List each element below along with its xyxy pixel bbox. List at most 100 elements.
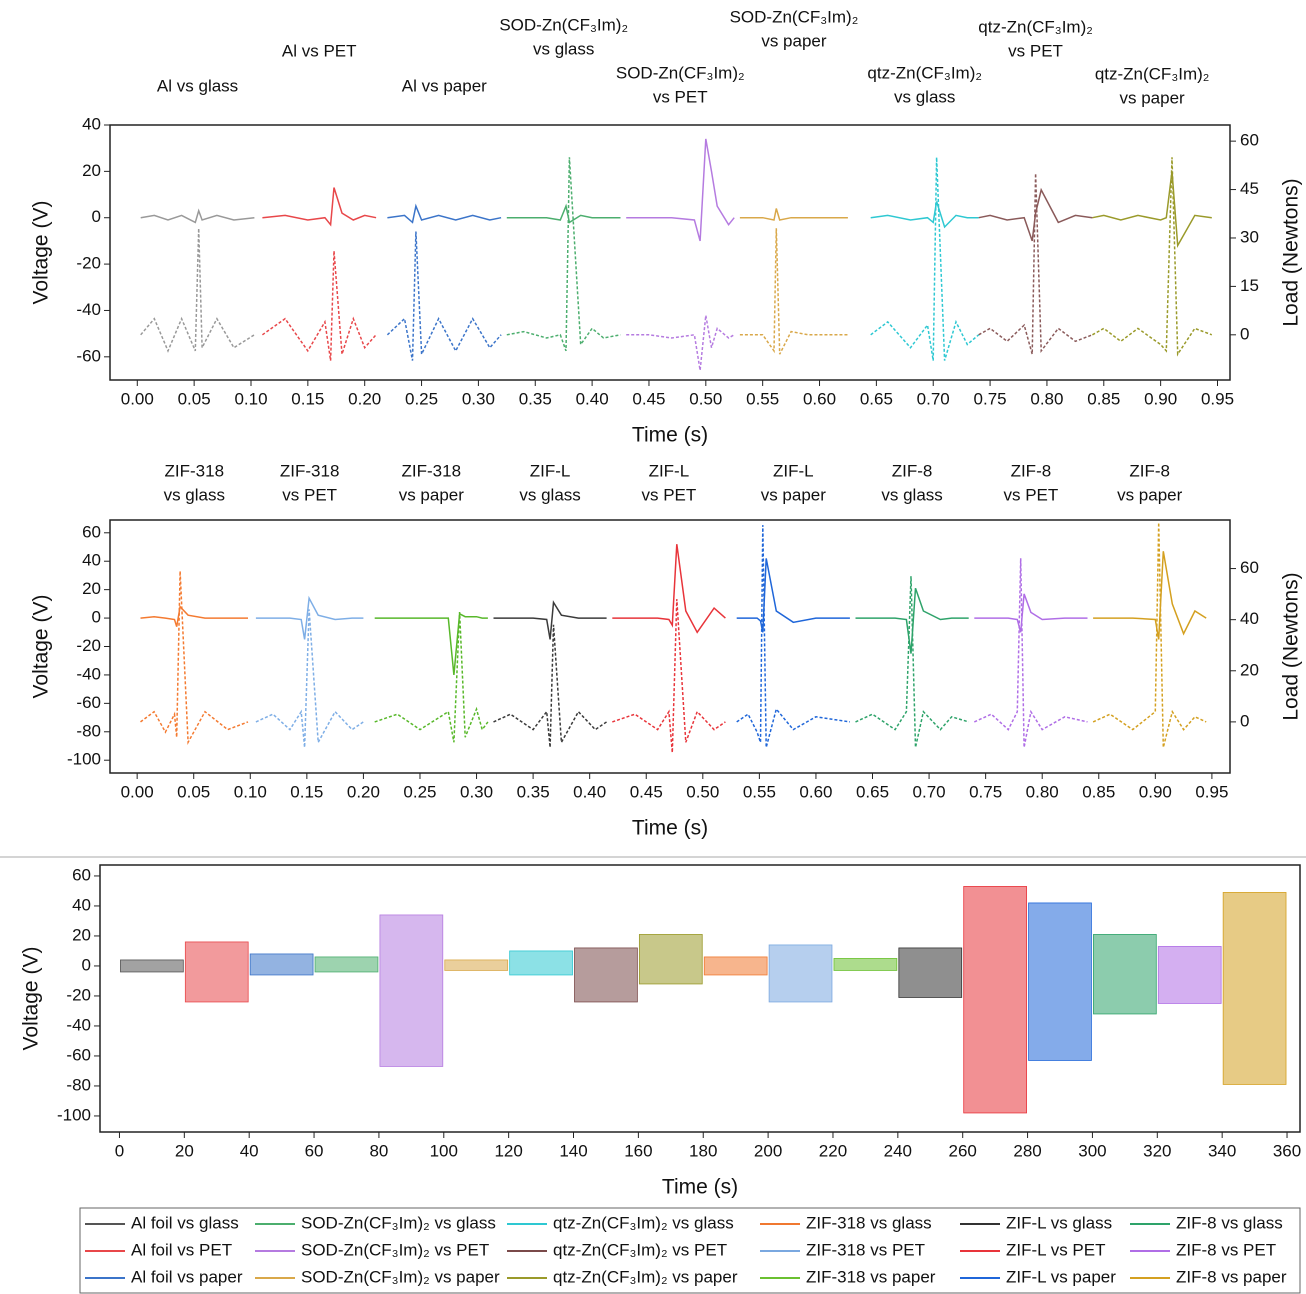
x-tick-label: 0.10 xyxy=(234,782,267,801)
legend-label: SOD-Zn(CF₃Im)₂ vs PET xyxy=(301,1240,489,1259)
y-tick-label: -60 xyxy=(76,693,101,712)
x-tick-label: 0.10 xyxy=(234,389,267,408)
load-line xyxy=(739,228,848,355)
load-line xyxy=(493,624,608,748)
y-tick-label: 40 xyxy=(82,551,101,570)
x-tick-label: 0.55 xyxy=(746,389,779,408)
segment-label: vs glass xyxy=(881,485,942,504)
y-tick-label: 20 xyxy=(82,161,101,180)
voltage-line xyxy=(855,587,969,654)
x-tick-label: 0.35 xyxy=(517,782,550,801)
segment-label: ZIF-318 xyxy=(402,461,462,480)
voltage-line xyxy=(612,544,726,634)
load-line xyxy=(140,571,249,745)
y2-tick-label: 30 xyxy=(1240,227,1259,246)
load-line xyxy=(506,157,621,352)
legend-label: ZIF-318 vs paper xyxy=(806,1267,936,1286)
y-tick-label: -20 xyxy=(66,985,91,1004)
x-tick-label: 0.60 xyxy=(803,389,836,408)
x-axis-title: Time (s) xyxy=(662,1176,738,1199)
x-tick-label: 320 xyxy=(1143,1141,1171,1160)
legend-label: ZIF-8 vs PET xyxy=(1176,1240,1276,1259)
voltage-envelope xyxy=(120,959,184,973)
load-line xyxy=(261,250,377,361)
voltage-line xyxy=(140,208,255,224)
voltage-envelope xyxy=(1093,934,1157,1015)
load-line xyxy=(386,231,502,361)
y2-tick-label: 60 xyxy=(1240,558,1259,577)
voltage-line xyxy=(739,208,848,221)
segment-label: vs PET xyxy=(653,87,708,106)
y-tick-label: 60 xyxy=(82,522,101,541)
segment-label: SOD-Zn(CF₃Im)₂ xyxy=(730,7,859,26)
load-line xyxy=(870,157,980,361)
legend-label: SOD-Zn(CF₃Im)₂ vs paper xyxy=(301,1267,500,1286)
segment-label: Al vs PET xyxy=(282,41,357,60)
load-line xyxy=(978,173,1093,355)
x-tick-label: 0.20 xyxy=(347,782,380,801)
x-tick-label: 0.65 xyxy=(860,389,893,408)
x-tick-label: 0.05 xyxy=(177,782,210,801)
x-tick-label: 200 xyxy=(754,1141,782,1160)
legend-label: Al foil vs paper xyxy=(131,1267,243,1286)
y-tick-label: -20 xyxy=(76,636,101,655)
voltage-envelope xyxy=(444,959,509,971)
y2-tick-label: 60 xyxy=(1240,131,1259,150)
segment-label: ZIF-L xyxy=(649,461,690,480)
voltage-envelope xyxy=(574,947,638,1003)
legend-label: qtz-Zn(CF₃Im)₂ vs paper xyxy=(553,1267,738,1286)
segment-label: qtz-Zn(CF₃Im)₂ xyxy=(867,63,982,82)
x-tick-label: 100 xyxy=(430,1141,458,1160)
x-tick-label: 60 xyxy=(305,1141,324,1160)
x-tick-label: 0.40 xyxy=(576,389,609,408)
legend-label: ZIF-8 vs paper xyxy=(1176,1267,1287,1286)
voltage-envelope xyxy=(1222,892,1287,1085)
x-tick-label: 40 xyxy=(240,1141,259,1160)
x-tick-label: 180 xyxy=(689,1141,717,1160)
voltage-envelope xyxy=(184,941,249,1003)
x-tick-label: 0.25 xyxy=(405,389,438,408)
x-tick-label: 0.70 xyxy=(913,782,946,801)
x-tick-label: 0.90 xyxy=(1139,782,1172,801)
legend-label: Al foil vs glass xyxy=(131,1213,239,1232)
x-tick-label: 0.80 xyxy=(1026,782,1059,801)
x-axis-title: Time (s) xyxy=(632,424,708,447)
x-tick-label: 0.50 xyxy=(686,782,719,801)
y2-axis-title: Load (Newtons) xyxy=(1280,178,1303,326)
voltage-line xyxy=(1093,551,1207,640)
segment-label: ZIF-8 xyxy=(1129,461,1170,480)
x-tick-label: 160 xyxy=(624,1141,652,1160)
legend-label: ZIF-L vs glass xyxy=(1006,1213,1112,1232)
load-line xyxy=(612,599,726,753)
segment-label: qtz-Zn(CF₃Im)₂ xyxy=(1095,64,1210,83)
voltage-line xyxy=(255,595,364,640)
voltage-line xyxy=(387,203,502,224)
y2-tick-label: 45 xyxy=(1240,179,1259,198)
x-tick-label: 0.85 xyxy=(1087,389,1120,408)
x-tick-label: 0.40 xyxy=(573,782,606,801)
y-axis-title: Voltage (V) xyxy=(30,595,53,699)
segment-label: vs paper xyxy=(761,485,827,504)
load-line xyxy=(1092,157,1213,357)
x-tick-label: 0.50 xyxy=(689,389,722,408)
y-axis-title: Voltage (V) xyxy=(20,947,43,1051)
x-tick-label: 0.75 xyxy=(969,782,1002,801)
load-line xyxy=(1092,522,1207,748)
y-tick-label: 0 xyxy=(92,608,101,627)
y-axis-title: Voltage (V) xyxy=(30,201,53,305)
voltage-line xyxy=(140,605,248,627)
segment-label: ZIF-318 xyxy=(280,461,340,480)
x-tick-label: 0.20 xyxy=(348,389,381,408)
y-tick-label: -80 xyxy=(76,721,101,740)
x-tick-label: 0.65 xyxy=(856,782,889,801)
voltage-line xyxy=(262,187,377,227)
x-tick-label: 340 xyxy=(1208,1141,1236,1160)
segment-label: vs paper xyxy=(1120,88,1186,107)
x-tick-label: 140 xyxy=(559,1141,587,1160)
y-tick-label: -20 xyxy=(76,254,101,273)
voltage-line xyxy=(1092,171,1212,249)
y-tick-label: -40 xyxy=(76,664,101,683)
voltage-line xyxy=(626,138,735,242)
x-tick-label: 0.90 xyxy=(1144,389,1177,408)
segment-label: ZIF-8 xyxy=(892,461,933,480)
